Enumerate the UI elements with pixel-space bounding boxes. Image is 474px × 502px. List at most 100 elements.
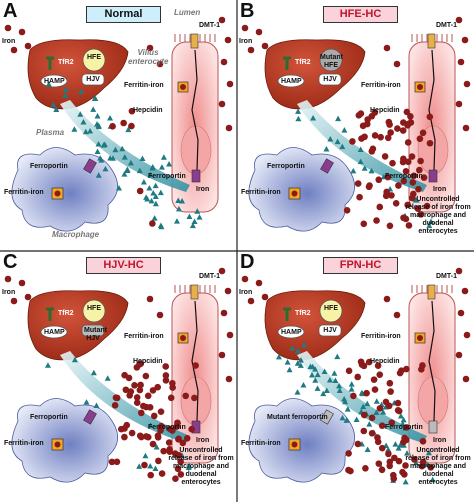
hepcidin-arrow: [297, 351, 427, 443]
iron-dot: [386, 379, 394, 387]
iron-dot: [149, 220, 156, 227]
hfe: HFE: [324, 305, 338, 312]
iron-dot: [461, 287, 469, 295]
hepcidin-peptide: [173, 218, 180, 224]
hepcidin-peptide: [360, 403, 367, 410]
iron-dot: [224, 36, 232, 44]
iron-dot: [363, 389, 370, 397]
ferritin-core: [180, 84, 186, 90]
iron-dot: [120, 119, 127, 127]
iron-dot: [118, 425, 125, 433]
iron-dot: [162, 372, 170, 379]
hjv-protein: [318, 73, 342, 86]
iron-dot: [360, 220, 368, 228]
hepcidin-peptide: [153, 443, 160, 450]
hepcidin-peptide: [140, 178, 147, 185]
hepcidin-peptide: [344, 406, 351, 412]
hepcidin-peptide: [53, 106, 60, 112]
iron-dot: [387, 388, 394, 395]
hepcidin-peptide: [179, 197, 186, 204]
hepcidin-peptide: [194, 208, 201, 214]
iron-dot: [158, 470, 166, 477]
dmt1: DMT-1: [199, 273, 220, 280]
iron-dot: [154, 432, 162, 439]
iron-dot: [386, 222, 394, 230]
letter: A: [3, 0, 18, 22]
hepcidin-peptide: [397, 442, 404, 448]
hepcidin-arrow: [60, 100, 190, 192]
iron-dot: [162, 377, 170, 384]
iron-lumen: Iron: [2, 289, 16, 296]
iron-dot: [149, 440, 157, 448]
hepcidin-peptide: [275, 353, 282, 360]
iron-dot: [24, 293, 32, 301]
hepcidin-peptide: [146, 185, 153, 191]
iron-dot: [417, 157, 424, 165]
iron-dot: [427, 464, 435, 471]
iron-dot: [378, 422, 386, 429]
iron-dot: [409, 179, 417, 186]
iron-path: [428, 49, 436, 171]
hepcidin-peptide: [102, 165, 109, 172]
hepcidin-peptide: [78, 88, 85, 95]
dmt1: DMT-1: [436, 273, 457, 280]
iron-dot: [405, 222, 413, 229]
iron-dot: [157, 408, 165, 415]
hepcidin-peptide: [364, 400, 371, 407]
hepcidin-peptide: [186, 462, 193, 469]
ferroportin-enterocyte: [191, 169, 201, 183]
iron-dot: [177, 471, 185, 478]
iron-dot: [370, 376, 378, 383]
uncontrolled: Uncontrolled release of iron from macrop…: [405, 447, 471, 486]
liver: [264, 39, 366, 110]
iron-dot: [403, 108, 411, 116]
hepcidin-peptide: [98, 157, 105, 163]
iron-dot: [18, 28, 26, 36]
iron-dot: [378, 444, 386, 452]
hepcidin-peptide: [124, 167, 131, 174]
hepcidin-peptide: [334, 353, 341, 360]
ferroportin-macrophage: Ferroportin: [30, 163, 68, 170]
iron-dot: [191, 394, 198, 402]
hepcidin-peptide: [50, 101, 57, 108]
iron-dot: [18, 279, 26, 287]
iron-dot: [112, 394, 120, 402]
tfr2: TfR2: [295, 310, 311, 317]
iron-dot: [403, 424, 410, 431]
hepcidin-peptide: [94, 112, 101, 119]
iron-dot: [408, 153, 416, 160]
hepcidin-peptide: [327, 135, 334, 142]
iron-dot: [390, 471, 397, 479]
iron-dot: [255, 28, 263, 36]
iron-dot: [420, 174, 428, 181]
hepcidin-peptide: [404, 450, 411, 456]
iron-path: [428, 300, 436, 422]
letter: B: [240, 0, 255, 22]
hepcidin-peptide: [119, 145, 126, 152]
hepcidin: Hepcidin: [133, 107, 163, 114]
hepcidin-peptide: [412, 197, 419, 203]
iron-dot: [255, 279, 263, 287]
hepcidin-peptide: [189, 222, 196, 229]
hepcidin-peptide: [320, 390, 327, 397]
iron-dot: [381, 153, 389, 160]
hepcidin-peptide: [366, 421, 373, 427]
hepcidin-peptide: [297, 357, 304, 363]
panel: [4, 16, 234, 232]
hepcidin-peptide: [310, 114, 317, 121]
iron-dot: [175, 451, 183, 459]
hepcidin-peptide: [364, 446, 371, 452]
iron-dot: [128, 122, 135, 130]
iron-dot: [393, 311, 401, 319]
title: FPN-HC: [323, 257, 398, 274]
hepcidin-peptide: [157, 189, 164, 196]
iron-dot: [392, 199, 400, 207]
ferroportin-enterocyte: [428, 169, 438, 183]
title: HJV-HC: [86, 257, 161, 274]
hepcidin-peptide: [77, 111, 84, 117]
iron-dot: [426, 139, 434, 147]
hfe-protein: [319, 48, 343, 72]
ferritin-macrophage: Ferritin-iron: [4, 189, 44, 196]
hamp: HAMP: [281, 329, 302, 336]
iron-dot: [384, 134, 392, 142]
